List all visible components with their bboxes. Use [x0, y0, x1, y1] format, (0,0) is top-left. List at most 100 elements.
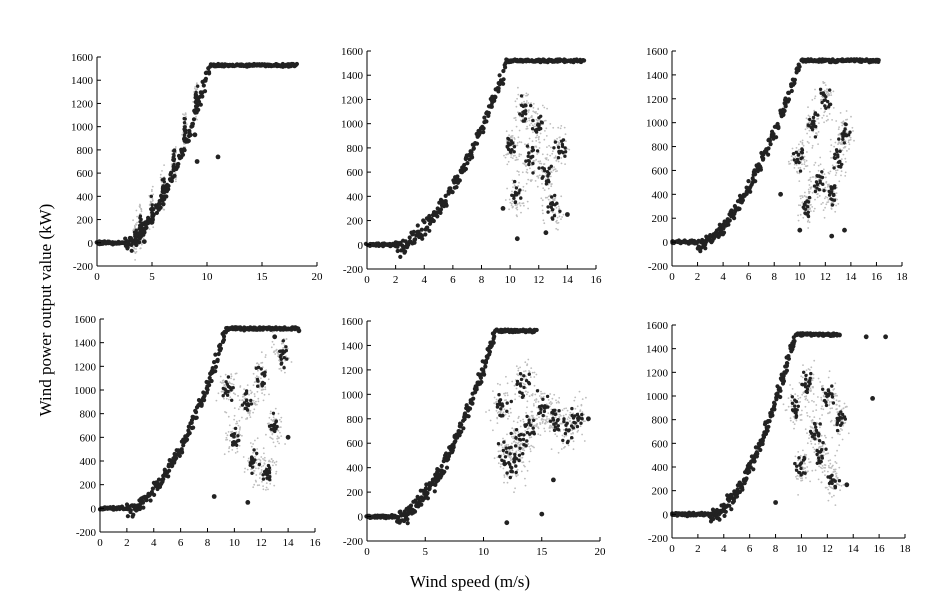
light-point: [258, 401, 260, 403]
cluster-point: [139, 224, 142, 227]
light-point: [229, 396, 231, 398]
light-point: [263, 447, 265, 449]
subplot-2: -200020040060080010001200140016000246810…: [341, 46, 602, 286]
light-point: [512, 186, 514, 188]
dense-point: [406, 521, 410, 525]
cluster-point: [509, 476, 512, 479]
light-point: [523, 202, 525, 204]
y-tick-label: 1600: [71, 52, 94, 64]
cluster-point: [824, 98, 827, 101]
light-point: [569, 414, 571, 416]
dense-point: [776, 126, 780, 130]
light-point: [250, 390, 252, 392]
light-point: [560, 195, 562, 197]
light-point: [266, 482, 268, 484]
light-point: [277, 353, 279, 355]
light-point: [579, 391, 581, 393]
dense-point: [781, 113, 785, 117]
cluster-point: [572, 421, 575, 424]
light-point: [538, 401, 540, 403]
cluster-point: [813, 184, 816, 187]
light-point: [266, 487, 268, 489]
light-point: [580, 425, 582, 427]
light-point: [538, 161, 540, 163]
light-point: [261, 362, 263, 364]
light-point: [163, 164, 165, 166]
light-point: [497, 383, 499, 385]
cluster-point: [831, 203, 834, 206]
y-tick-label: 200: [347, 487, 364, 499]
light-point: [490, 420, 492, 422]
light-point: [547, 412, 549, 414]
cluster-point: [539, 115, 542, 118]
light-point: [570, 433, 572, 435]
dense-point: [769, 142, 773, 146]
light-points: [485, 359, 590, 494]
light-point: [539, 174, 541, 176]
light-point: [261, 351, 263, 353]
light-point: [269, 461, 271, 463]
dense-point: [493, 95, 497, 99]
light-point: [522, 457, 524, 459]
light-point: [230, 378, 232, 380]
light-point: [792, 148, 794, 150]
cluster-point: [510, 194, 513, 197]
light-point: [520, 420, 522, 422]
light-point: [830, 151, 832, 153]
light-point: [522, 171, 524, 173]
cluster-point: [250, 455, 253, 458]
light-point: [803, 145, 805, 147]
light-point: [239, 426, 241, 428]
y-tick-label: 1400: [646, 70, 669, 82]
light-point: [549, 426, 551, 428]
light-point: [496, 410, 498, 412]
outlier-point: [216, 155, 221, 160]
cluster-point: [816, 183, 819, 186]
light-point: [160, 177, 162, 179]
light-point: [274, 353, 276, 355]
light-point: [518, 182, 520, 184]
light-point: [804, 195, 806, 197]
light-point: [239, 420, 241, 422]
light-point: [513, 441, 515, 443]
light-point: [503, 474, 505, 476]
light-point: [503, 482, 505, 484]
light-point: [513, 436, 515, 438]
light-point: [248, 458, 250, 460]
light-point: [507, 444, 509, 446]
light-point: [527, 359, 529, 361]
light-point: [529, 461, 531, 463]
light-point: [807, 227, 809, 229]
light-point: [265, 434, 267, 436]
dense-point: [200, 94, 204, 98]
dense-point: [207, 71, 211, 75]
light-point: [552, 211, 554, 213]
light-point: [498, 451, 500, 453]
light-point: [800, 204, 802, 206]
cluster-point: [833, 156, 836, 159]
x-tick-label: 5: [423, 546, 429, 558]
dense-point: [445, 204, 449, 208]
dense-point: [427, 229, 431, 233]
cluster-point: [505, 447, 508, 450]
light-point: [798, 144, 800, 146]
cluster-point: [250, 460, 253, 463]
light-point: [264, 457, 266, 459]
cluster-point: [528, 418, 531, 421]
light-point: [257, 398, 259, 400]
light-point: [243, 388, 245, 390]
dense-point: [187, 139, 191, 143]
cluster-point: [820, 170, 823, 173]
dense-point: [180, 450, 184, 454]
light-point: [536, 176, 538, 178]
y-tick-label: 400: [347, 191, 364, 203]
cluster-point: [245, 398, 248, 401]
y-tick-label: 1200: [71, 98, 94, 110]
light-point: [533, 103, 535, 105]
light-point: [256, 404, 258, 406]
light-point: [519, 367, 521, 369]
light-point: [247, 384, 249, 386]
cluster-point: [194, 105, 197, 108]
light-point: [225, 374, 227, 376]
light-point: [523, 101, 525, 103]
